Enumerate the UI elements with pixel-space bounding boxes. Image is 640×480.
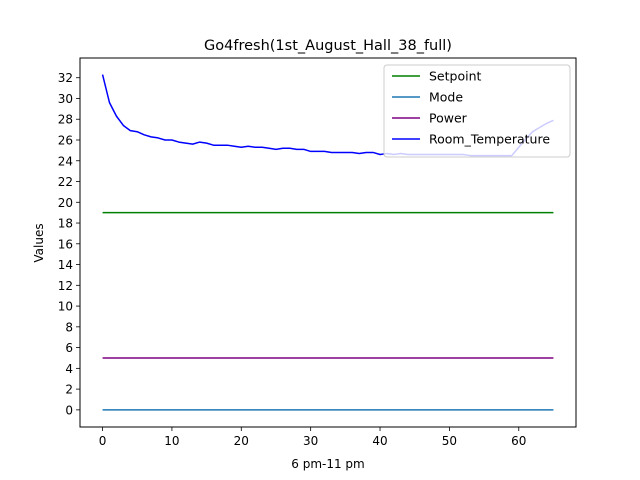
x-tick-label: 40 — [372, 434, 387, 448]
x-tick-label: 50 — [442, 434, 457, 448]
y-tick-label: 10 — [58, 300, 73, 314]
legend-box — [383, 64, 571, 158]
y-tick-label: 28 — [58, 113, 73, 127]
legend-label: Room_Temperature — [429, 132, 550, 147]
y-tick-label: 2 — [65, 383, 73, 397]
x-tick-label: 20 — [234, 434, 249, 448]
y-tick-label: 8 — [65, 320, 73, 334]
x-axis-label: 6 pm-11 pm — [291, 457, 364, 471]
chart-title: Go4fresh(1st_August_Hall_38_full) — [204, 38, 452, 54]
y-tick-label: 18 — [58, 217, 73, 231]
plot-frame — [79, 57, 577, 428]
x-tick-label: 10 — [164, 434, 179, 448]
y-tick-label: 6 — [65, 341, 73, 355]
y-tick-label: 24 — [58, 154, 73, 168]
y-tick-label: 30 — [58, 92, 73, 106]
y-tick-label: 32 — [58, 71, 73, 85]
series-lines — [101, 74, 554, 411]
legend-label: Setpoint — [429, 69, 482, 84]
x-tick-label: 0 — [99, 434, 107, 448]
y-tick-label: 4 — [65, 362, 73, 376]
y-tick-label: 22 — [58, 175, 73, 189]
x-axis-ticks: 0 10 20 30 40 50 60 — [99, 427, 526, 448]
plot-area — [79, 57, 577, 428]
legend-label: Power — [429, 111, 468, 126]
y-tick-label: 26 — [58, 134, 73, 148]
legend-label: Mode — [429, 90, 463, 105]
y-tick-label: 14 — [58, 258, 73, 272]
y-tick-label: 20 — [58, 196, 73, 210]
y-tick-label: 16 — [58, 237, 73, 251]
x-tick-label: 60 — [511, 434, 526, 448]
y-tick-label: 0 — [65, 403, 73, 417]
y-tick-label: 12 — [58, 279, 73, 293]
y-axis-label: Values — [32, 223, 46, 262]
x-tick-label: 30 — [303, 434, 318, 448]
legend: Setpoint Mode Power Room_Temperature — [383, 64, 571, 158]
